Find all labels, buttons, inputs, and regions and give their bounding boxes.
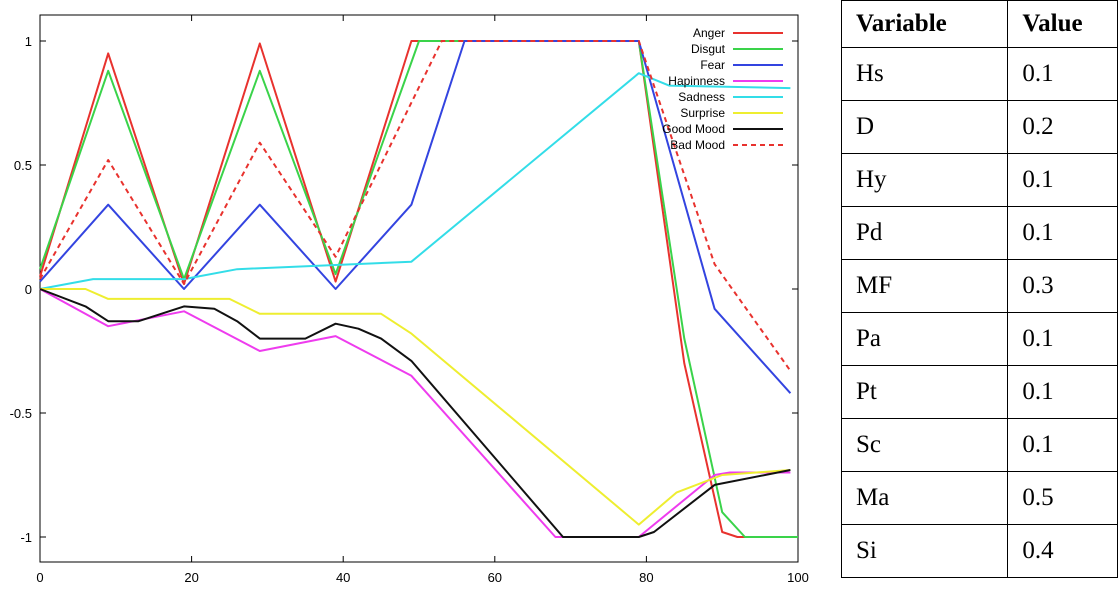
series-line-fear (39, 40, 792, 394)
legend-label-fear: Fear (700, 58, 725, 72)
variable-cell: D (840, 100, 1009, 154)
table-row: Hs 0.1 (840, 47, 1118, 101)
y-tick-label: 1 (25, 34, 32, 49)
value-cell: 0.1 (1007, 365, 1118, 419)
header-variable: Variable (840, 0, 1009, 48)
emotion-line-chart: 0 20 40 60 80 100 1 0.5 0 -0.5 -1 Anger Disgut Fear H… (10, 14, 809, 585)
legend-label-hapinness: Hapinness (668, 74, 725, 88)
y-tick-label: -1 (20, 530, 32, 545)
series-line-good-mood (39, 288, 791, 538)
value-cell: 0.4 (1007, 524, 1118, 578)
table-row: Pt 0.1 (840, 365, 1118, 419)
series-line-hapinness (39, 288, 791, 538)
y-tick-label: 0.5 (14, 158, 32, 173)
x-tick-label: 40 (336, 570, 350, 585)
table-row: Pd 0.1 (840, 206, 1118, 260)
variable-cell: Hy (840, 153, 1009, 207)
table-header-row: Variable Value (840, 0, 1118, 48)
series-line-surprise (40, 288, 791, 526)
y-tick-label: -0.5 (10, 406, 32, 421)
x-tick-label: 60 (488, 570, 502, 585)
x-tick-label: 0 (36, 570, 43, 585)
table-row: Sc 0.1 (840, 418, 1118, 472)
value-cell: 0.1 (1007, 153, 1118, 207)
legend-label-sadness: Sadness (678, 90, 725, 104)
value-cell: 0.5 (1007, 471, 1118, 525)
variable-cell: Pt (840, 365, 1009, 419)
value-cell: 0.1 (1007, 418, 1118, 472)
legend-label-disgut: Disgut (691, 42, 726, 56)
variable-cell: Pa (840, 312, 1009, 366)
y-tick-label: 0 (25, 282, 32, 297)
table-row: Hy 0.1 (840, 153, 1118, 207)
header-value: Value (1007, 0, 1118, 48)
legend-label-anger: Anger (693, 26, 725, 40)
table-row: MF 0.3 (840, 259, 1118, 313)
x-tick-label: 80 (639, 570, 653, 585)
value-cell: 0.3 (1007, 259, 1118, 313)
variable-cell: Hs (840, 47, 1009, 101)
variable-cell: Si (840, 524, 1009, 578)
variable-cell: Ma (840, 471, 1009, 525)
table-row: Si 0.4 (840, 524, 1118, 578)
legend: Anger Disgut Fear Hapinness Sadness Surprise G… (662, 26, 783, 152)
series-line-bad-mood (39, 40, 792, 372)
series-line-sadness (39, 72, 791, 290)
value-cell: 0.1 (1007, 206, 1118, 260)
series-line-disgut (39, 40, 798, 538)
value-cell: 0.2 (1007, 100, 1118, 154)
axis-ticks: 0 20 40 60 80 100 1 0.5 0 -0.5 -1 (10, 15, 809, 585)
series-layer (39, 40, 798, 538)
table-row: Pa 0.1 (840, 312, 1118, 366)
table-row: D 0.2 (840, 100, 1118, 154)
variable-cell: Pd (840, 206, 1009, 260)
x-tick-label: 20 (184, 570, 198, 585)
legend-label-bad-mood: Bad Mood (670, 138, 725, 152)
variable-value-table: Variable Value Hs 0.1 D 0.2 Hy 0.1 Pd 0.1 MF… (840, 0, 1118, 578)
legend-label-surprise: Surprise (680, 106, 725, 120)
legend-label-good-mood: Good Mood (662, 122, 725, 136)
x-tick-label: 100 (787, 570, 809, 585)
value-cell: 0.1 (1007, 47, 1118, 101)
table-row: Ma 0.5 (840, 471, 1118, 525)
value-cell: 0.1 (1007, 312, 1118, 366)
variable-cell: MF (840, 259, 1009, 313)
variable-cell: Sc (840, 418, 1009, 472)
